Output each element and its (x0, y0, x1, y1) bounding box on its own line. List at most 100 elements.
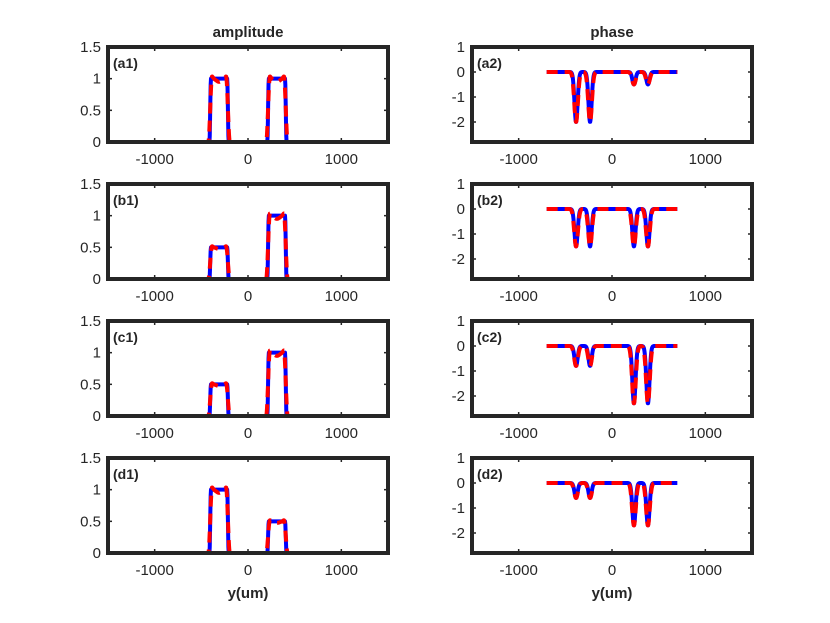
panel-d2-ytick-label: -1 (452, 500, 465, 517)
panel-c2: -2 -1 0 1 -1000 0 1000 (c2) (452, 313, 754, 442)
panel-c1-xtick-label: 1000 (325, 425, 358, 442)
panel-a1-ytick-label: 1.5 (80, 39, 101, 56)
panel-c2-ytick-label: -1 (452, 363, 465, 380)
panel-a1-ytick-label: 1 (93, 71, 101, 88)
panel-c1-label: (c1) (113, 329, 138, 345)
panel-b1-ytick-label: 1.5 (80, 176, 101, 193)
panel-d2-ytick-label: 0 (457, 475, 465, 492)
panel-c2-background (472, 321, 752, 416)
panel-a1-label: (a1) (113, 55, 138, 71)
subplot-grid: 00.511.5-1000 0 1000(a1)-2-101-1000 0 1000(a… (80, 39, 754, 579)
panel-d1-xtick-label: -1000 (135, 562, 173, 579)
panel-b2-curves (544, 207, 680, 249)
panel-a2-background (472, 47, 752, 142)
x-axis-label-left: y(um) (228, 585, 269, 602)
panel-d1-ytick-label: 1 (93, 482, 101, 499)
panel-d2-xtick-label: 0 (608, 562, 616, 579)
panel-b1-xtick-label: 0 (244, 288, 252, 305)
panel-a2-xtick-label: 1000 (689, 151, 722, 168)
panel-a2-ytick-label: 1 (457, 39, 465, 56)
panel-c2-curves (544, 344, 680, 406)
panel-a2-curves (544, 70, 680, 124)
panel-b2-xtick-label: -1000 (499, 288, 537, 305)
panel-c2-label: (c2) (477, 329, 502, 345)
panel-a1-ytick-label: 0 (93, 134, 101, 151)
panel-d1-xtick-label: 0 (244, 562, 252, 579)
panel-b1-ytick-label: 1 (93, 208, 101, 225)
panel-d2-xtick-label: -1000 (499, 562, 537, 579)
panel-c2-xtick-label: -1000 (499, 425, 537, 442)
panel-c1-ytick-label: 1 (93, 345, 101, 362)
x-axis-label-right: y(um) (592, 585, 633, 602)
panel-c2-axes-box (470, 319, 754, 418)
panel-b1-ytick-label: 0.5 (80, 239, 101, 256)
panel-d1-background (108, 458, 388, 553)
panel-a2-ytick-label: 0 (457, 64, 465, 81)
panel-b2-background (472, 184, 752, 279)
panel-b1: 0 0.5 1 1.5 -1000 0 1000 (b1) (80, 176, 390, 305)
panel-c2-ytick-label: 0 (457, 338, 465, 355)
panel-a1-xtick-label: 1000 (325, 151, 358, 168)
panel-d1-axes-box (106, 456, 390, 555)
panel-c2-ytick-label: 1 (457, 313, 465, 330)
panel-d2-axes-box (470, 456, 754, 555)
panel-d2-series-red-dashed (544, 481, 680, 528)
panel-a2-ytick-label: -1 (452, 89, 465, 106)
panel-a2-axes-box (470, 45, 754, 144)
panel-c1-xtick-label: 0 (244, 425, 252, 442)
panel-c1-ytick-label: 0.5 (80, 376, 101, 393)
panel-c1-ytick-label: 1.5 (80, 313, 101, 330)
panel-a2-label: (a2) (477, 55, 502, 71)
panel-b2-xtick-label: 0 (608, 288, 616, 305)
panel-b2-xtick-label: 1000 (689, 288, 722, 305)
panel-b2-ytick-label: 0 (457, 201, 465, 218)
panel-a2-xtick-label: -1000 (499, 151, 537, 168)
panel-d1: 0 0.5 1 1.5 -1000 0 1000 (d1) (80, 450, 390, 579)
panel-c2-ytick-label: -2 (452, 388, 465, 405)
panel-d2-xtick-label: 1000 (689, 562, 722, 579)
panel-b1-background (108, 184, 388, 279)
panel-c1-ytick-label: 0 (93, 408, 101, 425)
panel-d2-background (472, 458, 752, 553)
panel-c2-xtick-label: 0 (608, 425, 616, 442)
panel-a1: 0 0.5 1 1.5 -1000 0 1000 (a1) (80, 39, 390, 168)
panel-a1-background (108, 47, 388, 142)
panel-a2-xtick-label: 0 (608, 151, 616, 168)
panel-b2-ytick-label: 1 (457, 176, 465, 193)
panel-d2: -2 -1 0 1 -1000 0 1000 (d2) (452, 450, 754, 579)
panel-b1-xtick-label: 1000 (325, 288, 358, 305)
panel-b1-label: (b1) (113, 192, 139, 208)
panel-c2-series-red-dashed (544, 344, 680, 406)
panel-d1-xtick-label: 1000 (325, 562, 358, 579)
panel-c1: 0 0.5 1 1.5 -1000 0 1000 (c1) (80, 313, 390, 442)
panel-a1-xtick-label: -1000 (135, 151, 173, 168)
panel-a1-xtick-label: 0 (244, 151, 252, 168)
panel-d1-ytick-label: 0 (93, 545, 101, 562)
panel-b2-ytick-label: -1 (452, 226, 465, 243)
panel-b1-axes-box (106, 182, 390, 281)
panel-b2-ytick-label: -2 (452, 251, 465, 268)
panel-d2-ytick-label: 1 (457, 450, 465, 467)
panel-a1-ytick-label: 0.5 (80, 102, 101, 119)
panel-b2-axes-box (470, 182, 754, 281)
phase-column-title: phase (590, 24, 633, 41)
panel-d1-ytick-label: 1.5 (80, 450, 101, 467)
panel-c2-xtick-label: 1000 (689, 425, 722, 442)
panel-d2-curves (544, 481, 680, 528)
panel-b2-series-red-dashed (544, 207, 680, 249)
panel-b1-xtick-label: -1000 (135, 288, 173, 305)
panel-c1-axes-box (106, 319, 390, 418)
amplitude-column-title: amplitude (213, 24, 284, 41)
panel-a2: -2 -1 0 1 -1000 0 1000 (a2) (452, 39, 754, 168)
panel-d1-label: (d1) (113, 466, 139, 482)
panel-b2-label: (b2) (477, 192, 503, 208)
panel-d2-ytick-label: -2 (452, 525, 465, 542)
panel-a2-series-red-dashed (544, 70, 680, 124)
panel-c1-xtick-label: -1000 (135, 425, 173, 442)
panel-d2-label: (d2) (477, 466, 503, 482)
panel-a1-axes-box (106, 45, 390, 144)
panel-a2-ytick-label: -2 (452, 114, 465, 131)
panel-c1-background (108, 321, 388, 416)
panel-b2: -2 -1 0 1 -1000 0 1000 (b2) (452, 176, 754, 305)
